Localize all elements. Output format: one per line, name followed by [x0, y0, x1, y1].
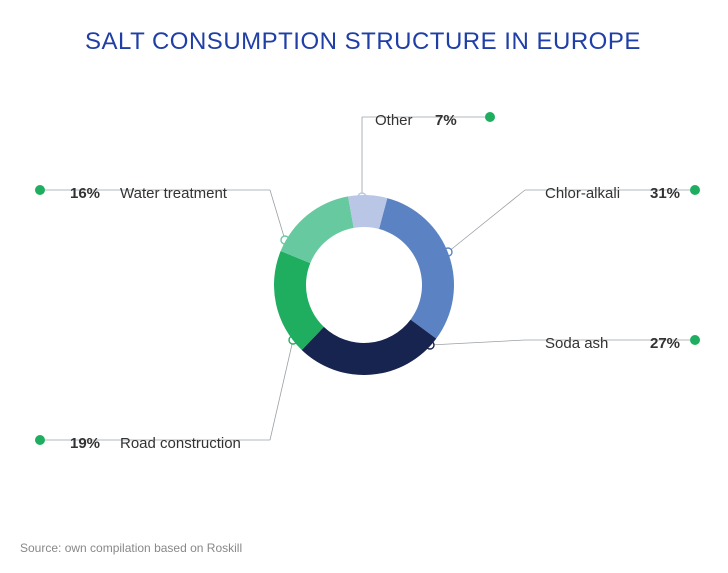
label-chlor-alkali-text: Chlor-alkali: [545, 185, 620, 202]
donut-segment-chlor_alkali: [379, 198, 454, 339]
pct-water-treatment: 16%: [70, 185, 100, 202]
label-water-treatment-text: Water treatment: [120, 185, 227, 202]
donut-chart: [274, 195, 454, 375]
label-road-construction: Road construction: [120, 435, 241, 452]
label-chlor-alkali: Chlor-alkali: [545, 185, 620, 202]
label-water-treatment: Water treatment: [120, 185, 227, 202]
pct-other: 7%: [435, 112, 457, 129]
label-other-text: Other: [375, 112, 413, 129]
pct-soda-ash: 27%: [650, 335, 680, 352]
label-soda-ash: Soda ash: [545, 335, 608, 352]
pct-chlor-alkali: 31%: [650, 185, 680, 202]
label-road-construction-text: Road construction: [120, 435, 241, 452]
label-other: Other: [375, 112, 413, 129]
pct-road-construction: 19%: [70, 435, 100, 452]
donut-segment-water_treatment: [281, 196, 354, 263]
label-soda-ash-text: Soda ash: [545, 335, 608, 352]
source-text: Source: own compilation based on Roskill: [20, 541, 242, 555]
